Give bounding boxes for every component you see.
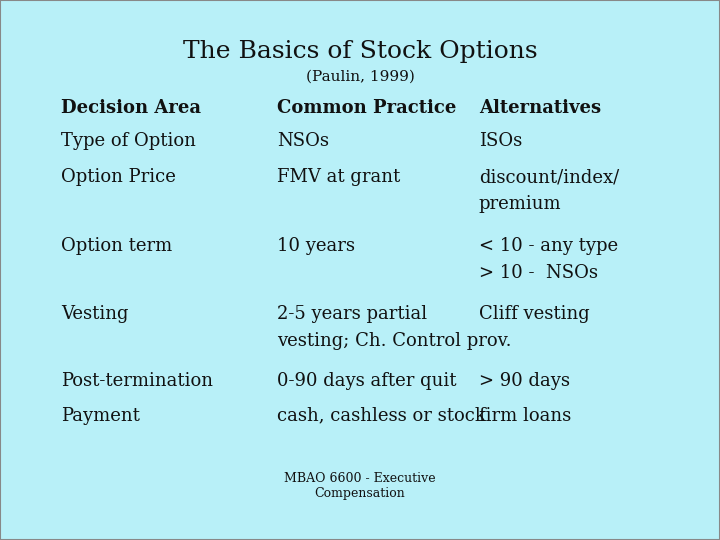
Text: Type of Option: Type of Option <box>61 132 196 151</box>
Text: FMV at grant: FMV at grant <box>277 168 400 186</box>
Text: premium: premium <box>479 195 562 213</box>
Text: Option term: Option term <box>61 237 173 255</box>
Text: Option Price: Option Price <box>61 168 176 186</box>
Text: Cliff vesting: Cliff vesting <box>479 305 590 323</box>
Text: 0-90 days after quit: 0-90 days after quit <box>277 372 456 390</box>
Text: (Paulin, 1999): (Paulin, 1999) <box>305 70 415 84</box>
Text: > 10 -  NSOs: > 10 - NSOs <box>479 264 598 282</box>
Text: MBAO 6600 - Executive
Compensation: MBAO 6600 - Executive Compensation <box>284 472 436 500</box>
Text: Payment: Payment <box>61 407 140 425</box>
Text: Post-termination: Post-termination <box>61 372 213 390</box>
Text: Vesting: Vesting <box>61 305 129 323</box>
Text: NSOs: NSOs <box>277 132 329 151</box>
Text: > 90 days: > 90 days <box>479 372 570 390</box>
Text: ISOs: ISOs <box>479 132 522 151</box>
Text: Decision Area: Decision Area <box>61 99 201 117</box>
Text: discount/index/: discount/index/ <box>479 168 619 186</box>
Text: The Basics of Stock Options: The Basics of Stock Options <box>183 40 537 63</box>
Text: 2-5 years partial: 2-5 years partial <box>277 305 428 323</box>
Text: 10 years: 10 years <box>277 237 355 255</box>
Text: firm loans: firm loans <box>479 407 571 425</box>
Text: Alternatives: Alternatives <box>479 99 601 117</box>
Text: cash, cashless or stock: cash, cashless or stock <box>277 407 486 425</box>
Text: Common Practice: Common Practice <box>277 99 456 117</box>
Text: vesting; Ch. Control prov.: vesting; Ch. Control prov. <box>277 332 512 350</box>
Text: < 10 - any type: < 10 - any type <box>479 237 618 255</box>
